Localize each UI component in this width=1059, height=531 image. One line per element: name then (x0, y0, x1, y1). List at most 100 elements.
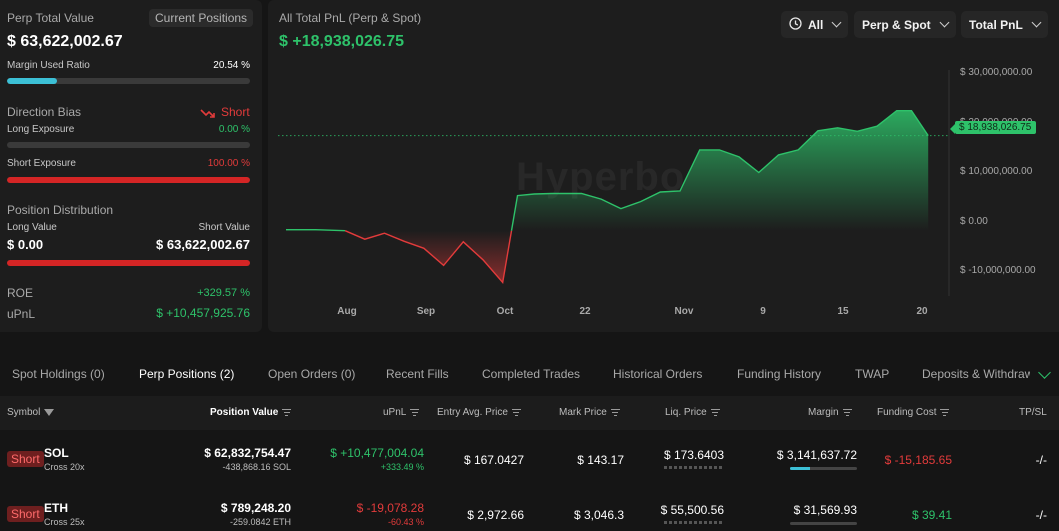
col-symbol-label: Symbol (7, 407, 41, 418)
chevron-down-icon[interactable] (1038, 366, 1051, 379)
margin-bar (790, 467, 857, 470)
x-tick-label: Nov (674, 306, 694, 317)
mark-price: $ 3,046.3 (573, 508, 624, 522)
scope-dropdown[interactable]: Perp & Spot (854, 11, 956, 38)
col-position-value[interactable]: Position Value (210, 407, 292, 418)
direction-bias-label: Direction Bias (7, 105, 82, 119)
sort-icon[interactable] (511, 409, 521, 416)
long-exposure-label: Long Exposure (7, 124, 75, 135)
symbol[interactable]: ETH (44, 501, 68, 515)
position-value: $ 62,832,754.47 (204, 446, 291, 460)
mark-price: $ 143.17 (577, 453, 624, 467)
col-liq-price-label: Liq. Price (665, 407, 707, 418)
col-mark-price[interactable]: Mark Price (559, 407, 620, 418)
margin-bar (790, 522, 857, 525)
tab-historical-orders[interactable]: Historical Orders (613, 367, 703, 381)
tpsl-value[interactable]: -/- (1035, 508, 1047, 522)
range-label: All (808, 17, 824, 32)
pnl-positive-line (286, 228, 346, 232)
tab-twap[interactable]: TWAP (855, 367, 890, 381)
col-entry-price[interactable]: Entry Avg. Price (437, 407, 521, 418)
tab-funding-history[interactable]: Funding History (737, 367, 822, 381)
liq-price: $ 55,500.56 (660, 503, 724, 517)
position-size: -259.0842 ETH (229, 517, 291, 527)
tab-open-orders[interactable]: Open Orders (0) (268, 367, 356, 381)
col-tpsl: TP/SL (1019, 407, 1047, 418)
col-upnl-label: uPnL (383, 407, 407, 418)
position-distribution-label: Position Distribution (7, 203, 114, 217)
perp-summary-card: Perp Total Value Current Positions $ 63,… (0, 0, 262, 332)
col-symbol[interactable]: Symbol (7, 407, 55, 418)
upnl-label: uPnL (7, 307, 36, 321)
leverage: Cross 25x (44, 517, 85, 527)
perp-total-value: $ 63,622,002.67 (7, 33, 123, 50)
metric-dropdown[interactable]: Total PnL (961, 11, 1048, 38)
clock-icon (789, 16, 802, 33)
metric-label: Total PnL (969, 17, 1023, 32)
upnl-value: $ -19,078.28 (356, 501, 424, 515)
table-row[interactable]: Short ETH Cross 25x $ 789,248.20 -259.08… (0, 488, 1059, 531)
col-tpsl-label: TP/SL (1019, 407, 1047, 418)
range-dropdown[interactable]: All (781, 11, 849, 38)
funding-cost: $ 39.41 (911, 508, 952, 522)
pnl-negative-line (344, 230, 513, 284)
leverage: Cross 20x (44, 462, 85, 472)
short-value: $ 63,622,002.67 (156, 237, 250, 252)
filter-icon[interactable] (44, 409, 55, 416)
entry-price: $ 2,972.66 (467, 508, 524, 522)
scope-label: Perp & Spot (862, 17, 931, 32)
margin-value: $ 31,569.93 (793, 503, 857, 517)
short-value-label: Short Value (198, 222, 250, 233)
margin-used-value: 20.54 % (213, 60, 250, 71)
roe-value: +329.57 % (197, 287, 250, 299)
positions-table-header: Symbol Position Value uPnL Entry Avg. Pr… (0, 396, 1059, 430)
upnl-percent: -60.43 % (387, 517, 424, 527)
col-mark-price-label: Mark Price (559, 407, 607, 418)
current-positions-button[interactable]: Current Positions (149, 9, 254, 27)
pnl-area-chart (278, 70, 950, 296)
trend-down-icon (200, 106, 216, 124)
short-exposure-label: Short Exposure (7, 158, 76, 169)
x-tick-label: 22 (579, 306, 591, 317)
col-upnl[interactable]: uPnL (383, 407, 420, 418)
current-value-tag: $ 18,938,026.75 (949, 121, 1037, 134)
sort-icon[interactable] (710, 409, 720, 416)
positions-tab-bar: Spot Holdings (0) Perp Positions (2) Ope… (0, 360, 1059, 390)
sort-icon[interactable] (282, 409, 292, 416)
short-exposure-bar (7, 177, 250, 183)
x-tick-label: Oct (496, 306, 514, 317)
symbol[interactable]: SOL (44, 446, 69, 460)
sort-icon[interactable] (842, 409, 852, 416)
margin-bar-fill (790, 467, 811, 470)
tab-spot-holdings[interactable]: Spot Holdings (0) (12, 367, 105, 381)
col-margin[interactable]: Margin (808, 407, 852, 418)
col-liq-price[interactable]: Liq. Price (665, 407, 720, 418)
roe-label: ROE (7, 286, 34, 300)
x-tick-label: 9 (760, 306, 766, 317)
side-badge: Short (7, 451, 44, 467)
pnl-positive-line (510, 109, 929, 231)
margin-used-label: Margin Used Ratio (7, 60, 90, 71)
tab-deposits-withdrawals[interactable]: Deposits & Withdraw (922, 367, 1030, 381)
upnl-value: $ +10,477,004.04 (330, 446, 424, 460)
chart-total-value: $ +18,938,026.75 (279, 33, 405, 50)
y-tick-label: $ 30,000,000.00 (960, 67, 1033, 78)
col-funding-cost[interactable]: Funding Cost (877, 407, 950, 418)
liq-distance-indicator (664, 521, 724, 524)
tab-recent-fills[interactable]: Recent Fills (386, 367, 449, 381)
sort-icon[interactable] (610, 409, 620, 416)
tpsl-value[interactable]: -/- (1035, 453, 1047, 467)
long-value-label: Long Value (7, 222, 57, 233)
short-exposure-value: 100.00 % (207, 158, 250, 169)
tab-perp-positions[interactable]: Perp Positions (2) (139, 367, 235, 381)
y-tick-label: $ 0.00 (960, 216, 988, 227)
table-row[interactable]: Short SOL Cross 20x $ 62,832,754.47 -438… (0, 432, 1059, 488)
pnl-negative-area (345, 230, 512, 283)
sort-icon[interactable] (410, 409, 420, 416)
upnl-value: $ +10,457,925.76 (156, 306, 250, 320)
chart-watermark: Hyperbo (516, 155, 686, 199)
tab-completed-trades[interactable]: Completed Trades (482, 367, 581, 381)
margin-used-bar (7, 78, 250, 84)
perp-total-label: Perp Total Value (7, 11, 94, 25)
sort-icon[interactable] (940, 409, 950, 416)
